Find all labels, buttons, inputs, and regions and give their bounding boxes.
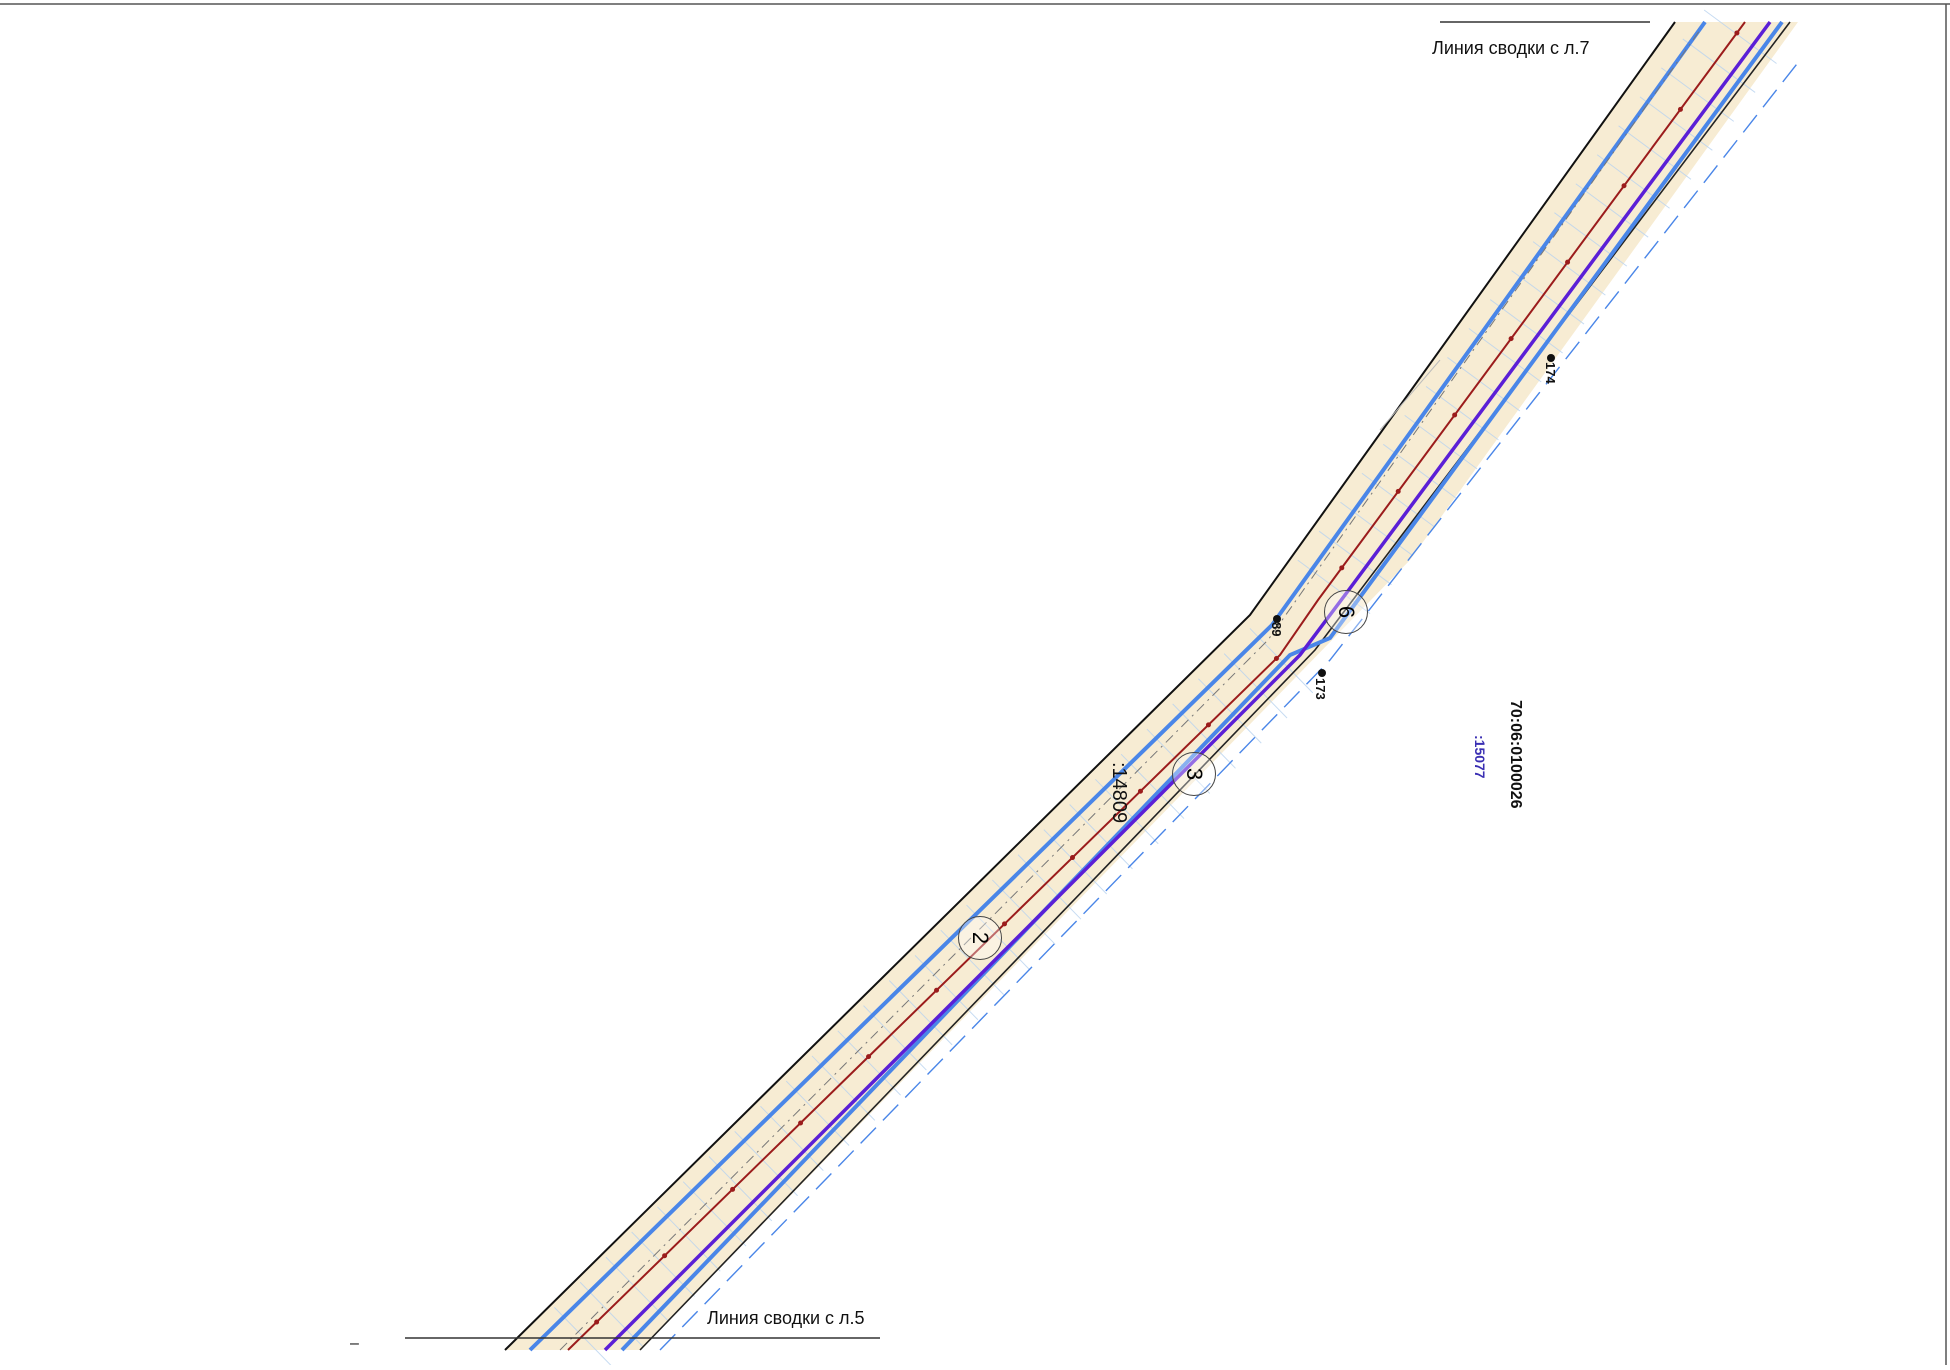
hatch-line [1596,154,1670,209]
point-173-label: 173 [1313,678,1328,700]
hatch-line [1575,183,1649,238]
corridor-fill [505,22,1798,1350]
merge-line-bottom-label: Линия сводки с л.5 [707,1308,865,1328]
axis-tick [594,1319,600,1325]
hint-line [1379,359,1441,431]
hatch-line [1511,270,1585,325]
zone-3-label: 3 [1182,767,1207,781]
boundary-right [639,21,1791,1351]
axis-tick [1621,183,1627,189]
hatch-line [1618,125,1692,180]
hatch-line [1249,628,1314,694]
axis-tick [1069,855,1075,861]
point-89-label: 89 [1269,622,1284,637]
axis-tick [1339,565,1345,571]
axis-tick [1508,336,1514,342]
axis-ticks [594,30,1740,1325]
axis-tick [1677,106,1683,112]
hatch-line [1198,678,1262,744]
axis-tick [1452,412,1458,418]
zone-3-marker: 3 [1172,752,1216,796]
hatch-line [1554,212,1628,267]
zone-2-marker: 2 [958,916,1002,960]
hatch-line [1223,653,1288,719]
parcel-14809-label: :14809 [1108,762,1130,824]
axis-tick [1734,30,1740,36]
blue-line-right [620,20,1784,1352]
purple-line [603,20,1772,1352]
hatch-line [1532,241,1606,296]
cadastral-block-label: 70:06:0100026 [1507,700,1524,809]
axis-tick [1205,722,1211,728]
parcel-15077-label: :15077 [1472,735,1488,779]
axis-tick [934,987,940,993]
boundary-left [504,21,1676,1351]
zone-6-marker: 6 [1324,590,1368,634]
point-173 [1318,669,1326,677]
axis-tick [662,1253,668,1259]
axis-line [567,21,1746,1351]
axis-tick [866,1054,872,1060]
axis-tick [730,1186,736,1192]
point-174-label: 174 [1543,362,1558,384]
axis-tick [1273,655,1279,661]
merge-line-top-label: Линия сводки с л.7 [1432,38,1590,58]
point-174 [1547,354,1555,362]
axis-tick [1137,788,1143,794]
axis-tick [1565,259,1571,265]
zone-2-label: 2 [968,931,993,945]
point-89 [1273,615,1281,623]
axis-tick [1395,488,1401,494]
dashed-boundary [659,59,1801,1351]
zone-6-label: 6 [1334,605,1359,619]
blue-line-left [528,20,1707,1352]
dash-dot-line [559,29,1701,1351]
stray-mark: – [350,1335,359,1352]
axis-tick [798,1120,804,1126]
axis-tick [1002,921,1008,927]
